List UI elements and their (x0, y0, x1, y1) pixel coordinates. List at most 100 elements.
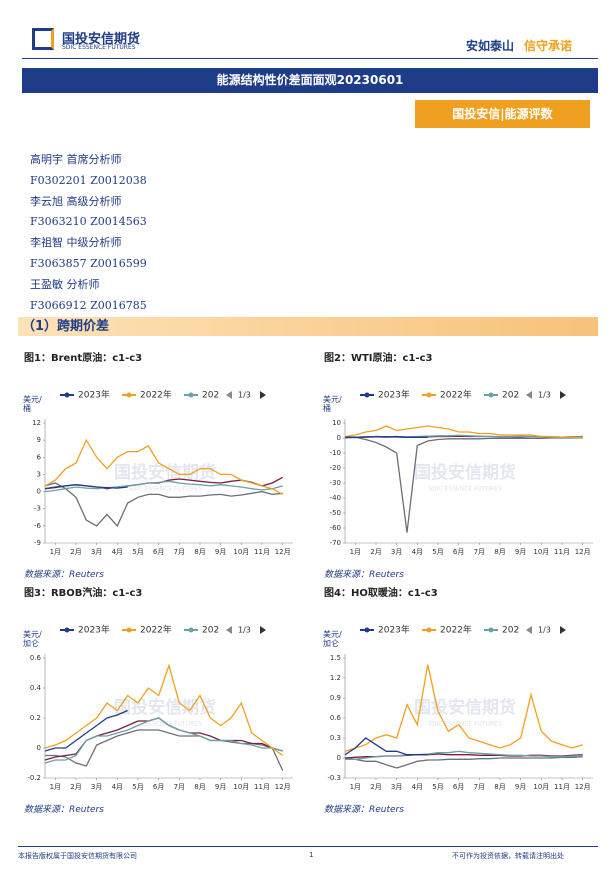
pager-next[interactable] (560, 626, 566, 634)
y-tick-label: 12 (32, 419, 41, 427)
x-tick-label: 2月 (370, 783, 381, 791)
x-tick-label: 2月 (70, 548, 81, 556)
y-tick-label: -50 (330, 509, 341, 517)
pager-next[interactable] (260, 626, 266, 634)
x-tick-label: 10月 (533, 783, 549, 791)
pager-prev[interactable] (226, 391, 232, 399)
y-unit: 美元/加仑 (23, 630, 42, 648)
header-rule (22, 58, 598, 59)
x-tick-label: 2月 (70, 783, 81, 791)
chart-source: 数据来源：Reuters (24, 805, 104, 815)
series-line (345, 750, 583, 760)
x-tick-label: 11月 (254, 548, 270, 556)
page-number: 1 (309, 851, 314, 859)
legend-swatch (426, 627, 432, 633)
footer-right: 不可作为投资依据，转载请注明出处 (452, 852, 564, 860)
x-tick-label: 4月 (112, 548, 123, 556)
pager-prev[interactable] (226, 626, 232, 634)
series-line (44, 482, 283, 528)
y-tick-label: -9 (34, 539, 41, 547)
y-tick-label: -40 (330, 494, 341, 502)
watermark: 国投安信期货 (114, 462, 216, 483)
x-tick-label: 2月 (370, 548, 381, 556)
x-tick-label: 1月 (350, 548, 361, 556)
y-tick-label: 9 (37, 436, 41, 444)
legend-label: 202 (502, 391, 519, 401)
watermark: SDIC ESSENCE FUTURES (128, 486, 202, 493)
x-tick-label: 9月 (215, 548, 226, 556)
legend-swatch (64, 392, 70, 398)
series-line (345, 435, 428, 438)
legend-label: 2023年 (378, 389, 410, 401)
x-tick-label: 8月 (194, 783, 205, 791)
legend-label: 2022年 (140, 389, 172, 401)
analyst-line: 王盈敏 分析师 (30, 277, 100, 291)
x-tick-label: 9月 (215, 783, 226, 791)
analyst-line: F3063210 Z0014563 (30, 215, 147, 229)
legend-swatch (126, 392, 132, 398)
legend-swatch (488, 392, 494, 398)
x-tick-label: 7月 (174, 548, 185, 556)
legend-label: 202 (202, 391, 219, 401)
x-tick-label: 11月 (254, 783, 270, 791)
legend-label: 2023年 (78, 624, 110, 636)
legend-swatch (188, 627, 194, 633)
x-tick-label: 10月 (533, 548, 549, 556)
x-tick-label: 3月 (391, 783, 402, 791)
footer-left: 本报告版权属于国投安信期货有限公司 (18, 852, 137, 860)
x-tick-label: 12月 (575, 783, 591, 791)
x-tick-label: 6月 (153, 783, 164, 791)
x-tick-label: 3月 (91, 548, 102, 556)
x-tick-label: 6月 (453, 783, 464, 791)
x-tick-label: 9月 (515, 783, 526, 791)
chart-title: 图1：Brent原油：c1-c3 (24, 353, 143, 364)
legend-swatch (364, 392, 370, 398)
x-tick-label: 8月 (494, 783, 505, 791)
pager: 1/3 (238, 391, 251, 400)
x-tick-label: 5月 (432, 548, 443, 556)
slogan: 信守承诺 (524, 39, 573, 53)
y-tick-label: 0 (337, 754, 341, 762)
y-unit: 美元/加仑 (323, 630, 342, 648)
y-tick-label: 1.2 (330, 674, 341, 682)
x-tick-label: 3月 (391, 548, 402, 556)
pager-prev[interactable] (526, 626, 532, 634)
x-tick-label: 5月 (132, 783, 143, 791)
legend-swatch (364, 627, 370, 633)
y-unit: 美元/桶 (323, 395, 342, 413)
x-tick-label: 7月 (474, 783, 485, 791)
x-tick-label: 12月 (575, 548, 591, 556)
footer-rule (18, 846, 598, 847)
y-tick-label: -0.2 (27, 774, 41, 782)
y-tick-label: -10 (330, 449, 341, 457)
x-tick-label: 8月 (194, 548, 205, 556)
series-line (44, 480, 283, 493)
section-heading: （1）跨期价差 (18, 317, 598, 336)
y-tick-label: 3 (37, 470, 41, 478)
series-line (344, 756, 583, 769)
series-line (344, 425, 583, 439)
series-line (44, 717, 283, 764)
x-tick-label: 4月 (412, 548, 423, 556)
y-tick-label: 0.6 (30, 654, 42, 662)
series-line (345, 436, 583, 533)
watermark: SDIC ESSENCE FUTURES (128, 721, 202, 728)
x-tick-label: 11月 (554, 548, 570, 556)
x-tick-label: 6月 (153, 548, 164, 556)
x-tick-label: 4月 (112, 783, 123, 791)
x-tick-label: 8月 (494, 548, 505, 556)
series-line (45, 729, 284, 771)
legend-label: 2022年 (440, 624, 472, 636)
logo-subtext: SDIC ESSENCE FUTURES (62, 44, 136, 51)
legend-label: 2023年 (378, 624, 410, 636)
badge: 国投安信|能源评数 (415, 100, 590, 128)
pager-prev[interactable] (526, 391, 532, 399)
chart-title: 图2：WTI原油：c1-c3 (324, 353, 433, 364)
pager-next[interactable] (560, 391, 566, 399)
x-tick-label: 6月 (453, 548, 464, 556)
x-tick-label: 1月 (50, 548, 61, 556)
x-tick-label: 9月 (515, 548, 526, 556)
pager-next[interactable] (260, 391, 266, 399)
series-line (44, 438, 284, 495)
